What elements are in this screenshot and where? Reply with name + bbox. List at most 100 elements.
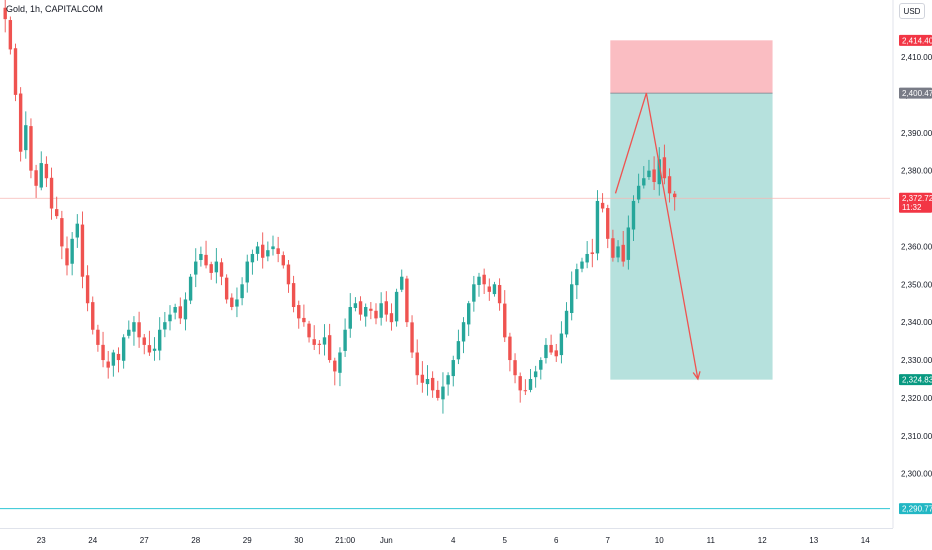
candle-body — [415, 352, 419, 376]
candle-body — [662, 157, 667, 179]
time-tick-label: 14 — [861, 536, 870, 545]
candle-body — [642, 178, 646, 186]
candle-body — [297, 305, 301, 319]
candle-body — [116, 353, 121, 361]
candle-body — [446, 375, 450, 385]
candle-body — [389, 313, 394, 323]
time-tick-label: 13 — [809, 536, 818, 545]
candle-body — [13, 48, 18, 95]
candle-body — [333, 360, 337, 372]
candle-body — [322, 337, 327, 345]
candle-body — [400, 276, 404, 290]
candle-body — [85, 275, 90, 304]
candle-body — [338, 352, 342, 373]
candle-body — [595, 200, 600, 254]
candle-body — [657, 159, 661, 185]
candle-body — [626, 227, 631, 260]
projection-arrow — [614, 92, 699, 380]
candle-body — [394, 291, 399, 322]
time-tick-label: 4 — [451, 536, 456, 545]
candle-body — [590, 252, 594, 254]
candle-body — [503, 303, 507, 338]
price-tick-label: 2,320.00 — [901, 394, 932, 403]
candle-body — [430, 377, 435, 391]
candle-body — [8, 20, 13, 50]
candle-body — [132, 322, 136, 332]
target-price-tag-text: 2,324.83 — [902, 376, 932, 385]
price-tick-label: 2,380.00 — [901, 167, 932, 176]
candle-body — [65, 248, 69, 266]
candle-body — [456, 341, 461, 360]
candle-body — [523, 390, 528, 392]
candle-body — [18, 93, 23, 152]
stop-loss-price-tag-text: 2,414.40 — [902, 36, 932, 45]
candle-body — [482, 274, 486, 285]
candle-body — [204, 254, 208, 266]
price-tick-label: 2,300.00 — [901, 470, 932, 479]
candle-body — [549, 344, 553, 353]
candle-body — [472, 284, 476, 302]
candle-body — [564, 310, 569, 335]
candle-body — [384, 301, 388, 315]
candle-body — [266, 250, 270, 257]
price-tick-label: 2,330.00 — [901, 356, 932, 365]
candle-body — [467, 303, 471, 325]
candle-body — [29, 126, 33, 171]
time-tick-label: Jun — [380, 536, 393, 545]
price-tick-label: 2,410.00 — [901, 53, 932, 62]
candle-body — [364, 307, 368, 317]
candle-body — [611, 238, 615, 258]
candle-body — [379, 303, 383, 318]
candle-body — [44, 163, 49, 179]
time-tick-label: 7 — [606, 536, 611, 545]
price-tick-label: 2,340.00 — [901, 318, 932, 327]
candle-body — [636, 185, 641, 200]
candle-body — [647, 170, 651, 178]
candle-body — [147, 345, 152, 353]
candle-body — [106, 361, 110, 368]
candle-body — [39, 163, 43, 188]
candle-body — [673, 193, 677, 198]
candle-body — [348, 307, 352, 329]
candle-body — [70, 238, 74, 264]
candle-body — [127, 329, 131, 336]
candle-body — [235, 299, 239, 307]
candle-body — [307, 323, 311, 338]
currency-button[interactable]: USD — [899, 3, 925, 19]
candle-body — [142, 337, 146, 345]
candle-body — [508, 336, 512, 361]
price-tick-label: 2,360.00 — [901, 242, 932, 251]
candle-body — [80, 224, 85, 277]
price-tick-label: 2,350.00 — [901, 280, 932, 289]
candle-body — [312, 339, 316, 345]
time-tick-label: 24 — [88, 536, 97, 545]
candle-body — [188, 276, 193, 301]
candle-body — [152, 348, 157, 351]
candle-body — [436, 389, 440, 398]
entry-price-tag-text: 2,400.47 — [902, 89, 932, 98]
support-price-tag-text: 2,290.77 — [902, 505, 932, 514]
candle-body — [477, 276, 481, 285]
candle-body — [513, 360, 517, 376]
candle-body — [240, 284, 244, 299]
symbol-title[interactable]: Gold, 1h, CAPITALCOM — [6, 4, 103, 14]
candle-body — [96, 329, 100, 345]
candle-body — [441, 386, 445, 400]
stop-loss-price-tag — [899, 34, 932, 46]
candle-body — [55, 209, 59, 217]
support-price-tag — [899, 503, 932, 515]
candle-body — [492, 284, 497, 295]
current-price-tag-text: 2,372.72 — [902, 194, 932, 203]
time-tick-label: 27 — [140, 536, 149, 545]
time-tick-label: 29 — [243, 536, 252, 545]
candle-body — [245, 261, 249, 283]
candle-body — [302, 317, 306, 323]
candle-body — [214, 261, 219, 273]
candle-body — [3, 7, 7, 20]
candle-body — [178, 306, 182, 319]
candle-body — [580, 261, 584, 269]
candle-body — [255, 246, 260, 254]
candle-body — [606, 208, 610, 239]
